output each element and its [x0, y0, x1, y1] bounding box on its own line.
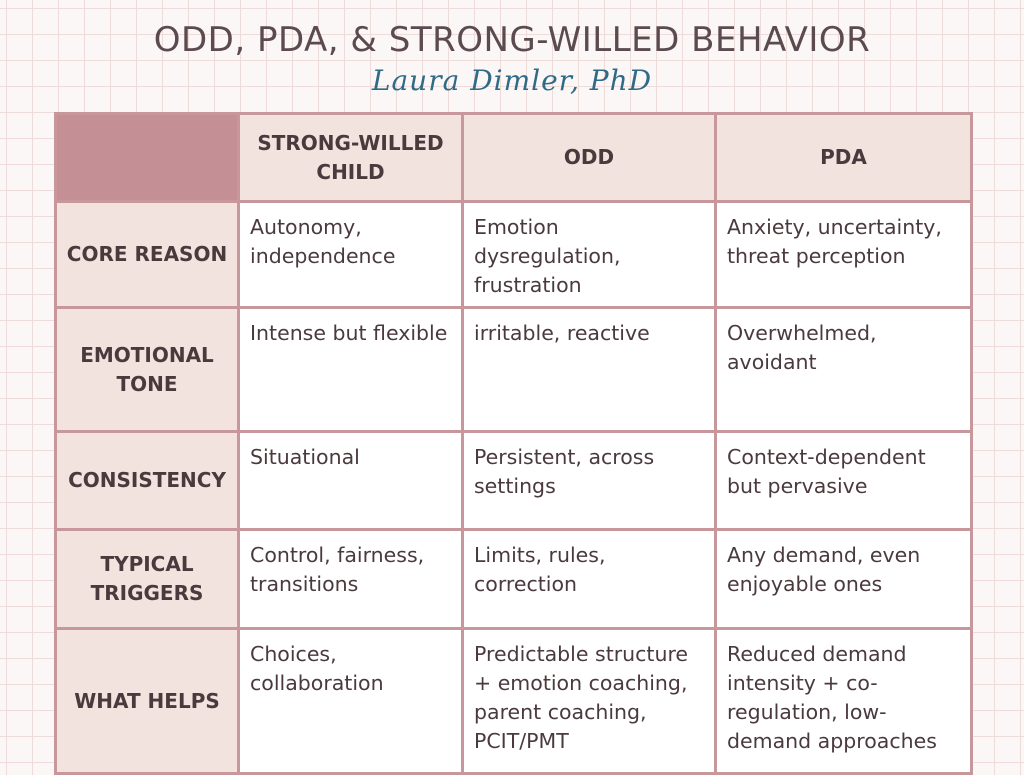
table-cell: Persistent, across settings	[461, 430, 717, 531]
table-row: EMOTIONAL TONE Intense but flexible irri…	[54, 306, 973, 433]
table-cell: Situational	[237, 430, 464, 531]
table-cell: irritable, reactive	[461, 306, 717, 433]
table-cell: Context-dependent but pervasive	[714, 430, 973, 531]
row-header-emotional-tone: EMOTIONAL TONE	[54, 306, 240, 433]
row-header-typical-triggers: TYPICAL TRIGGERS	[54, 528, 240, 630]
table-cell: Predictable structure + emotion coaching…	[461, 627, 717, 775]
row-header-what-helps: WHAT HELPS	[54, 627, 240, 775]
table-header-row: STRONG-WILLED CHILD ODD PDA	[54, 112, 973, 203]
table-cell: Control, fairness, transitions	[237, 528, 464, 630]
table-cell: Reduced demand intensity + co-regulation…	[714, 627, 973, 775]
row-header-consistency: CONSISTENCY	[54, 430, 240, 531]
table-row: CONSISTENCY Situational Persistent, acro…	[54, 430, 973, 531]
table-cell: Limits, rules, correction	[461, 528, 717, 630]
page-title: ODD, PDA, & STRONG-WILLED BEHAVIOR	[153, 20, 871, 60]
table-row: WHAT HELPS Choices, collaboration Predic…	[54, 627, 973, 775]
table-cell: Autonomy, independence	[237, 200, 464, 309]
comparison-table: STRONG-WILLED CHILD ODD PDA CORE REASON …	[54, 112, 973, 775]
table-cell: Choices, collaboration	[237, 627, 464, 775]
table-cell: Overwhelmed, avoidant	[714, 306, 973, 433]
column-header-strong-willed: STRONG-WILLED CHILD	[237, 112, 464, 203]
table-row: CORE REASON Autonomy, independence Emoti…	[54, 200, 973, 309]
table-cell: Anxiety, uncertainty, threat perception	[714, 200, 973, 309]
column-header-pda: PDA	[714, 112, 973, 203]
table-row: TYPICAL TRIGGERS Control, fairness, tran…	[54, 528, 973, 630]
author-signature: Laura Dimler, PhD	[371, 64, 653, 97]
row-header-core-reason: CORE REASON	[54, 200, 240, 309]
corner-cell	[54, 112, 240, 203]
column-header-odd: ODD	[461, 112, 717, 203]
table-cell: Any demand, even enjoyable ones	[714, 528, 973, 630]
table-cell: Intense but flexible	[237, 306, 464, 433]
table-cell: Emotion dysregulation, frustration	[461, 200, 717, 309]
